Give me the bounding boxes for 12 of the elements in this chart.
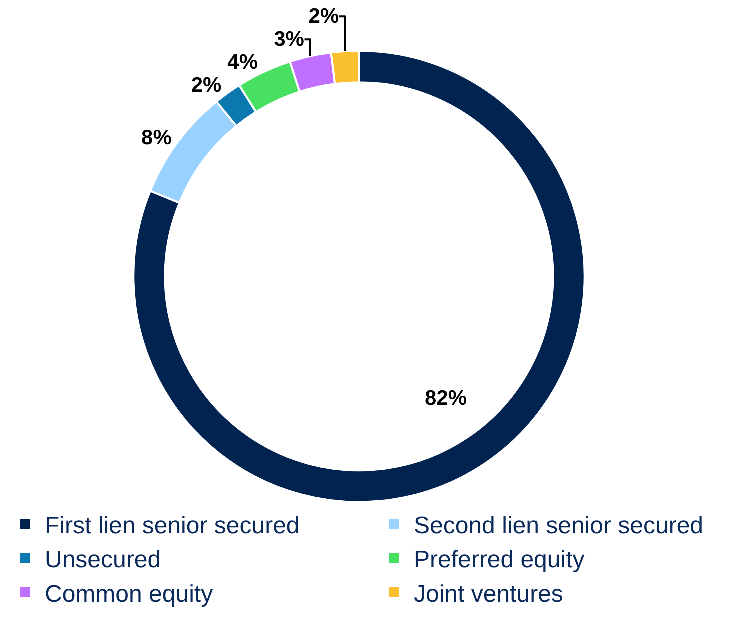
legend-label: First lien senior secured bbox=[45, 512, 300, 540]
data-label: 4% bbox=[228, 51, 258, 74]
data-label: 3% bbox=[274, 28, 305, 52]
data-label: 8% bbox=[142, 126, 172, 150]
legend-label: Common equity bbox=[45, 580, 214, 608]
data-label: 2% bbox=[308, 5, 340, 28]
legend-label: Unsecured bbox=[45, 546, 162, 574]
data-label: 2% bbox=[191, 74, 222, 98]
legend-label: Second lien senior secured bbox=[414, 512, 704, 540]
legend-label: Joint ventures bbox=[414, 580, 564, 608]
data-label: 82% bbox=[425, 387, 468, 410]
legend-label: Preferred equity bbox=[414, 546, 585, 574]
